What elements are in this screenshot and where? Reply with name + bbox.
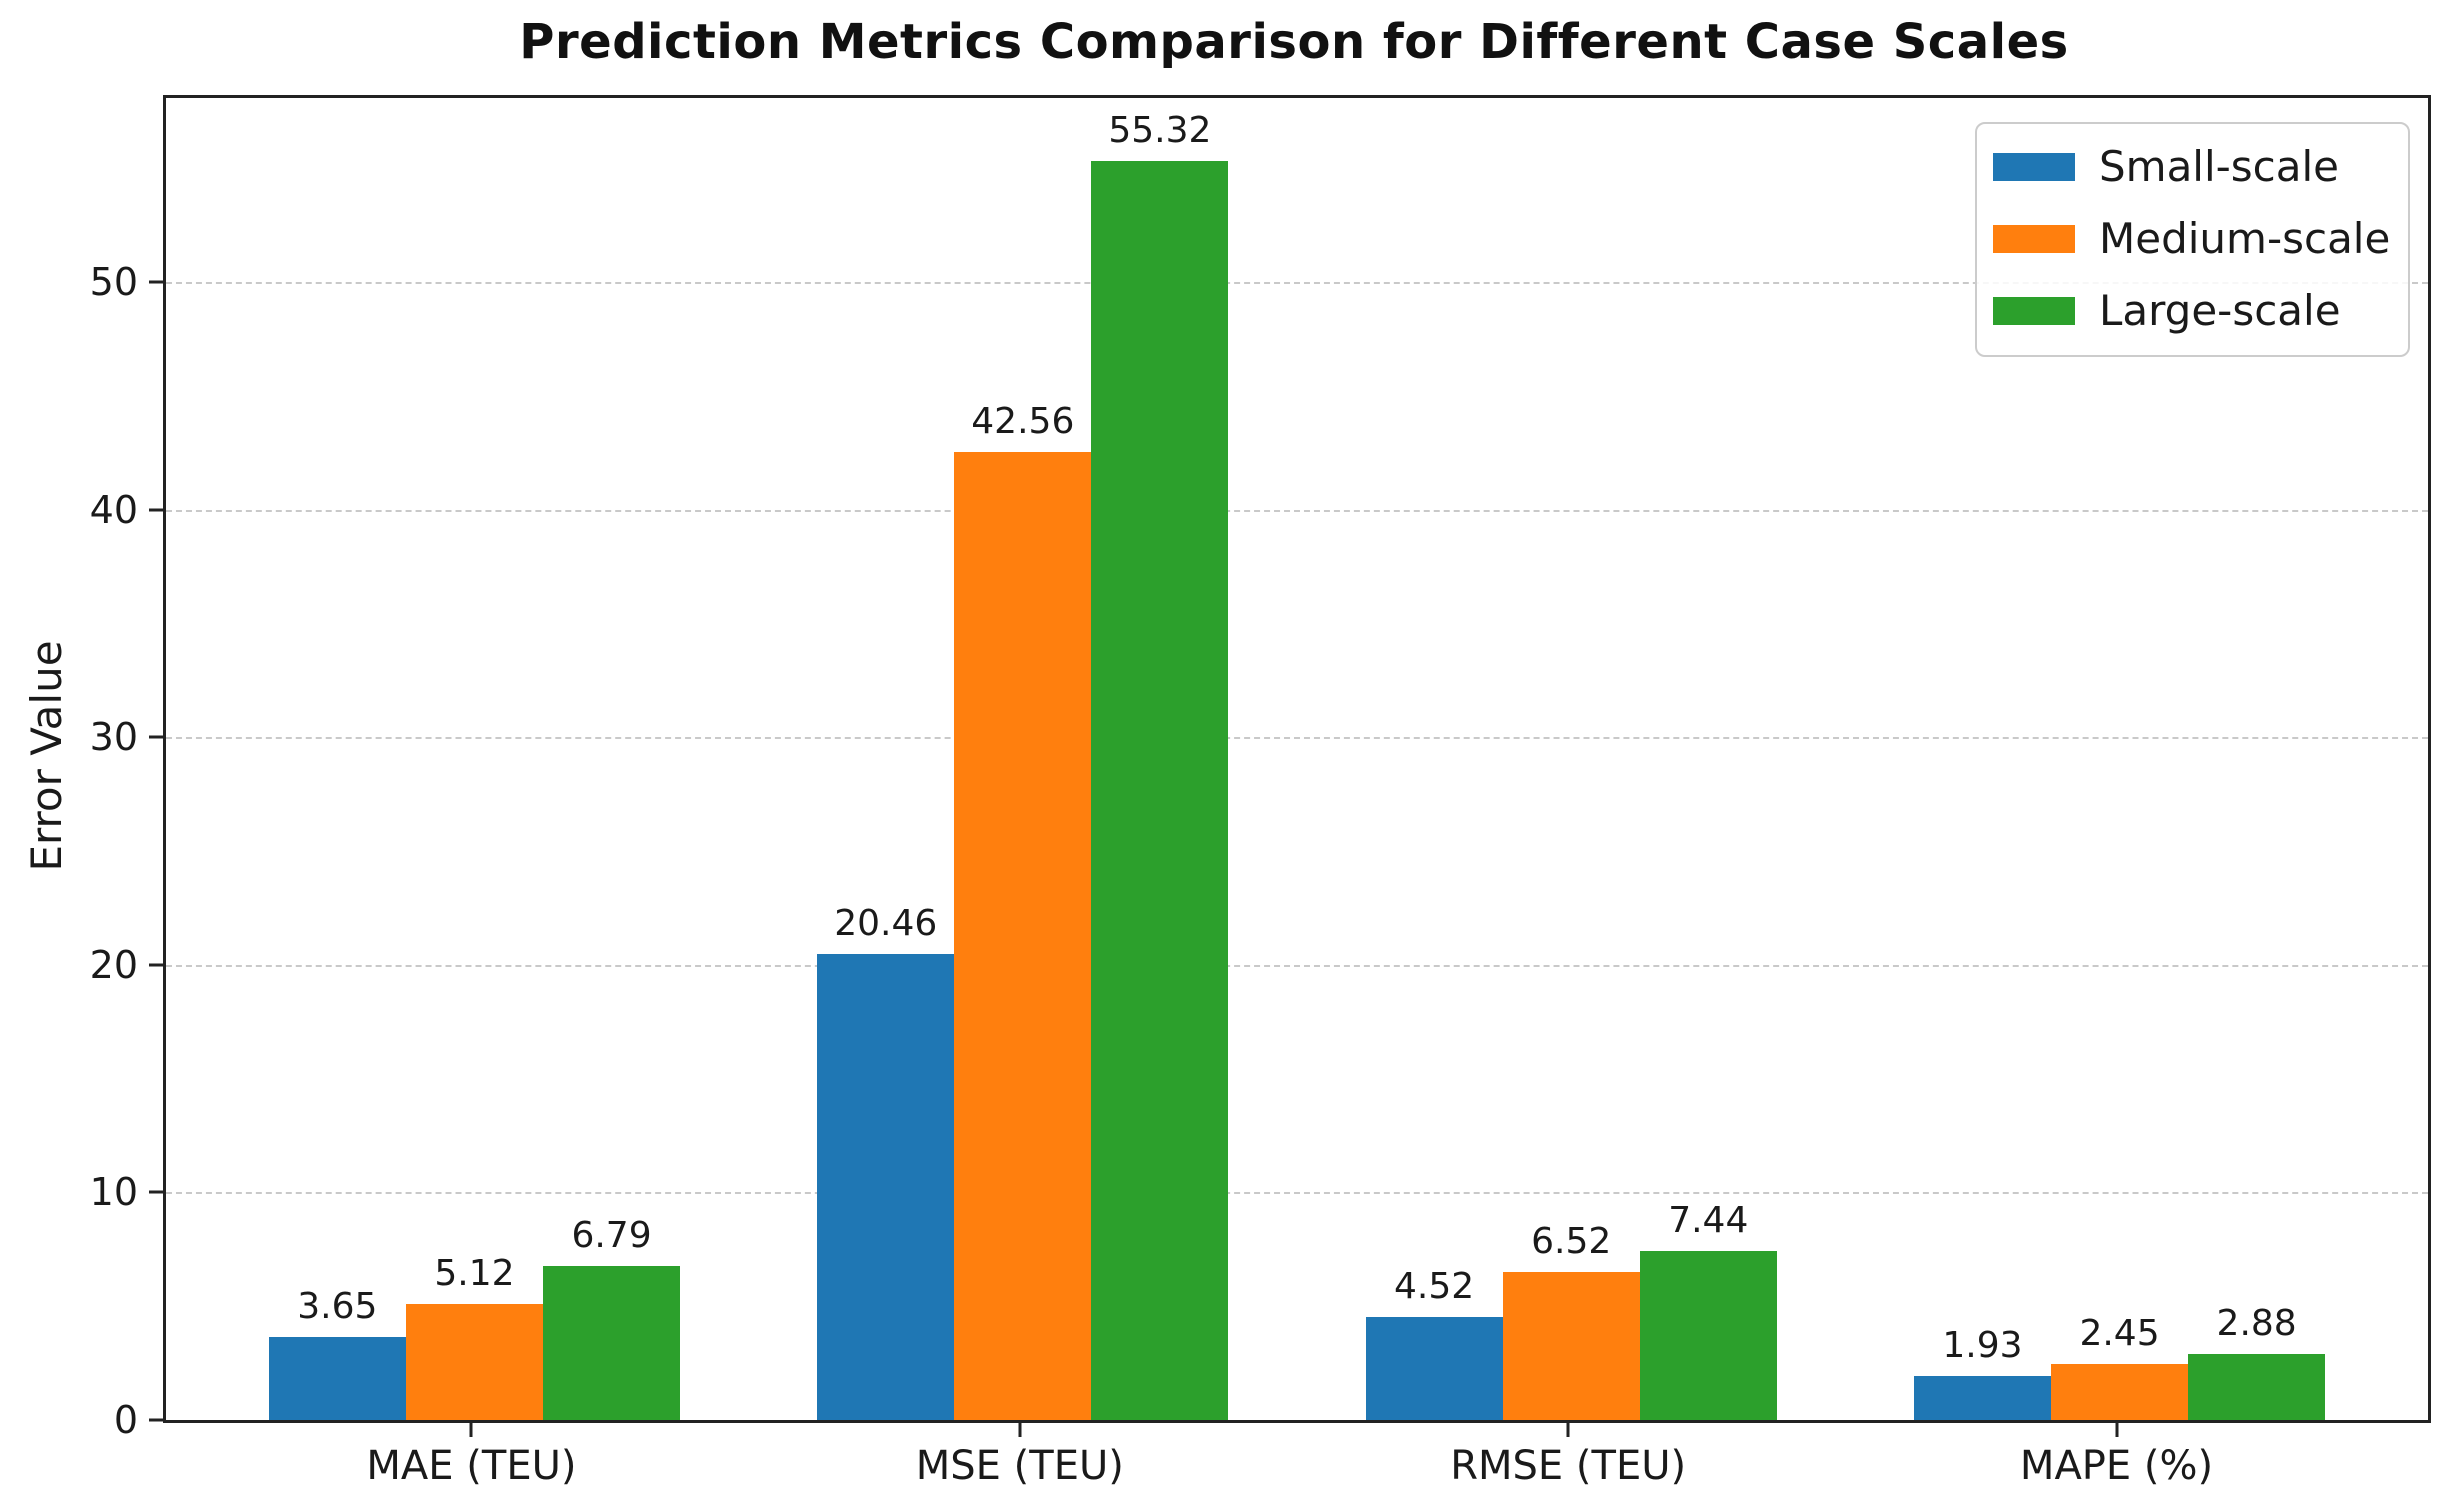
legend-item-small-scale: Small-scale bbox=[1993, 142, 2384, 191]
legend-item-medium-scale: Medium-scale bbox=[1993, 215, 2390, 262]
bar-small-scale-4 bbox=[1913, 1376, 2051, 1420]
plot-area: 3.65 20.46 4.52 1.93 5.12 42.56 6.52 2.45 6.79 55… bbox=[163, 95, 2431, 1423]
legend-label: Small-scale bbox=[2099, 142, 2340, 191]
bar-value-label: 20.46 bbox=[834, 903, 938, 945]
legend-label: Medium-scale bbox=[2099, 214, 2391, 264]
x-tick-mark bbox=[469, 1423, 473, 1437]
bar-value-label: 7.44 bbox=[1668, 1199, 1749, 1241]
y-tick-mark bbox=[149, 1418, 163, 1422]
x-tick-mark bbox=[2115, 1423, 2119, 1437]
bar-value-label: 1.93 bbox=[1942, 1325, 2023, 1367]
bar-value-label: 42.56 bbox=[971, 400, 1075, 442]
bar-value-label: 55.32 bbox=[1108, 110, 1212, 152]
bar-medium-scale-4 bbox=[2051, 1364, 2189, 1420]
gridline-y50 bbox=[166, 282, 2428, 285]
y-tick-label-0: 0 bbox=[113, 1398, 138, 1442]
x-tick-mark bbox=[1018, 1423, 1022, 1437]
y-tick-mark bbox=[149, 280, 163, 284]
legend-swatch-icon bbox=[1993, 225, 2075, 254]
bar-medium-scale-1 bbox=[405, 1303, 543, 1420]
bar-value-label: 4.52 bbox=[1394, 1266, 1475, 1308]
bar-large-scale-2 bbox=[1091, 161, 1229, 1420]
legend-swatch-icon bbox=[1993, 297, 2075, 326]
bar-value-label: 5.12 bbox=[434, 1252, 515, 1294]
bar-small-scale-3 bbox=[1365, 1317, 1503, 1420]
x-tick-label-mse-teu-: MSE (TEU) bbox=[915, 1443, 1124, 1489]
bar-small-scale-1 bbox=[268, 1336, 406, 1420]
y-tick-mark bbox=[149, 1190, 163, 1194]
legend-item-large-scale: Large-scale bbox=[1993, 288, 2384, 334]
bar-large-scale-1 bbox=[543, 1265, 681, 1420]
gridline-y10 bbox=[166, 1192, 2428, 1195]
gridline-y30 bbox=[166, 737, 2428, 740]
bar-large-scale-3 bbox=[1639, 1250, 1777, 1420]
y-tick-mark bbox=[149, 735, 163, 739]
y-tick-mark bbox=[149, 508, 163, 512]
legend-swatch-icon bbox=[1993, 153, 2075, 182]
y-tick-label-50: 50 bbox=[89, 260, 138, 305]
bar-value-label: 6.52 bbox=[1531, 1220, 1612, 1262]
bar-medium-scale-2 bbox=[954, 451, 1092, 1420]
gridline-y40 bbox=[166, 509, 2428, 512]
x-tick-label-mape-: MAPE (%) bbox=[2019, 1443, 2214, 1489]
bar-medium-scale-3 bbox=[1502, 1271, 1640, 1420]
y-tick-label-40: 40 bbox=[89, 487, 138, 532]
bar-large-scale-4 bbox=[2188, 1354, 2326, 1420]
bar-value-label: 2.45 bbox=[2079, 1313, 2160, 1355]
gridline-y20 bbox=[166, 964, 2428, 967]
legend-label: Large-scale bbox=[2099, 286, 2341, 336]
y-tick-label-10: 10 bbox=[89, 1170, 138, 1215]
legend: Small-scale Medium-scale Large-scale bbox=[1975, 122, 2410, 357]
bar-small-scale-2 bbox=[817, 954, 955, 1420]
x-tick-label-mae-teu-: MAE (TEU) bbox=[366, 1443, 577, 1489]
bar-value-label: 3.65 bbox=[297, 1285, 378, 1327]
bar-value-label: 2.88 bbox=[2216, 1303, 2297, 1345]
x-tick-mark bbox=[1566, 1423, 1570, 1437]
y-tick-label-20: 20 bbox=[89, 942, 138, 987]
bar-value-label: 6.79 bbox=[571, 1214, 652, 1256]
y-tick-mark bbox=[149, 963, 163, 967]
y-tick-label-30: 30 bbox=[89, 715, 138, 760]
x-tick-label-rmse-teu-: RMSE (TEU) bbox=[1450, 1443, 1687, 1489]
chart-title: Prediction Metrics Comparison for Differ… bbox=[519, 14, 2069, 70]
